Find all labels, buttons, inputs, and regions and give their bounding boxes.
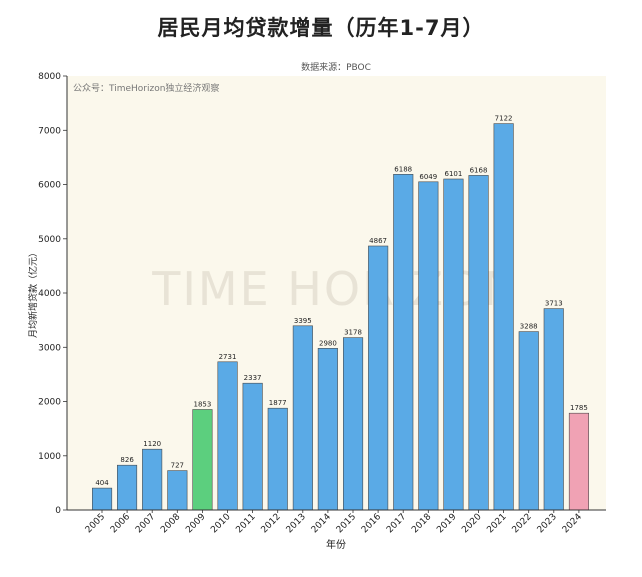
bar-2005	[92, 487, 113, 511]
bar-2024	[568, 412, 590, 511]
bar-2021	[493, 123, 514, 511]
data-label-2023: 3713	[545, 300, 563, 308]
x-tick-label-2012: 2012	[260, 512, 283, 535]
data-label-2013: 3395	[294, 317, 312, 325]
data-label-2010: 2731	[219, 353, 237, 361]
x-tick-label-2005: 2005	[84, 512, 107, 535]
bar-2014	[317, 347, 338, 511]
data-label-2017: 6188	[394, 165, 412, 173]
data-label-2016: 4867	[369, 237, 387, 245]
bars-group: 404 826 1120 727 1853 2731 2337 1877 3395 2980 317…	[92, 115, 590, 511]
x-tick-label-2017: 2017	[385, 512, 408, 535]
data-label-2020: 6168	[470, 166, 488, 174]
data-label-2012: 1877	[269, 399, 287, 407]
bar-2018	[418, 181, 439, 511]
bar-2019	[443, 178, 464, 511]
x-tick-label-2022: 2022	[511, 512, 534, 535]
chart-annotation: 公众号：TimeHorizon独立经济观察	[73, 82, 219, 94]
data-label-2019: 6101	[444, 170, 462, 178]
y-axis-label: 月均新增贷款（亿元）	[27, 248, 39, 338]
data-label-2022: 3288	[520, 323, 538, 331]
y-tick-label-4000: 4000	[38, 289, 61, 299]
chart-title: 居民月均贷款增量（历年1-7月）	[157, 16, 485, 40]
x-tick-label-2019: 2019	[435, 512, 458, 535]
data-label-2021: 7122	[495, 115, 513, 123]
bar-2012	[267, 407, 288, 511]
x-tick-label-2024: 2024	[561, 512, 584, 535]
x-tick-label-2015: 2015	[335, 512, 358, 535]
bar-2016	[368, 245, 389, 511]
x-tick-label-2006: 2006	[109, 512, 132, 535]
data-label-2014: 2980	[319, 339, 337, 347]
data-label-2006: 826	[120, 456, 134, 464]
x-axis-label: 年份	[326, 538, 346, 551]
y-tick-label-0: 0	[55, 506, 61, 516]
bar-2006	[117, 464, 138, 511]
chart-subtitle: 数据来源：PBOC	[301, 61, 371, 73]
bar-2008	[167, 470, 188, 511]
y-tick-label-2000: 2000	[38, 398, 61, 408]
data-label-2007: 1120	[143, 440, 161, 448]
x-tick-label-2011: 2011	[234, 512, 257, 535]
x-tick-label-2013: 2013	[285, 512, 308, 535]
y-tick-label-6000: 6000	[38, 181, 61, 191]
x-tick-label-2023: 2023	[536, 512, 559, 535]
x-tick-label-2020: 2020	[460, 512, 483, 535]
x-tick-label-2018: 2018	[410, 512, 433, 535]
data-label-2008: 727	[171, 462, 184, 470]
data-label-2015: 3178	[344, 329, 362, 337]
x-tick-label-2010: 2010	[209, 512, 232, 535]
bar-2022	[518, 331, 539, 511]
x-tick-label-2008: 2008	[159, 512, 182, 535]
y-tick-label-7000: 7000	[38, 126, 61, 136]
bar-2015	[342, 337, 364, 511]
bar-2010	[217, 361, 238, 511]
bar-2017	[393, 174, 414, 511]
bar-2020	[468, 175, 489, 511]
bar-2007	[142, 448, 163, 511]
y-tick-label-1000: 1000	[38, 452, 61, 462]
bar-2013	[292, 325, 313, 511]
data-label-2005: 404	[95, 479, 109, 487]
x-tick-label-2014: 2014	[310, 512, 333, 535]
data-label-2011: 2337	[244, 374, 262, 382]
x-tick-label-2016: 2016	[360, 512, 383, 535]
watermark: TIME HORIZON	[151, 262, 520, 316]
y-tick-label-5000: 5000	[38, 235, 61, 245]
x-tick-label-2007: 2007	[134, 512, 157, 535]
data-label-2024: 1785	[570, 404, 588, 412]
bar-2023	[543, 308, 564, 511]
data-label-2018: 6049	[419, 173, 437, 181]
y-tick-label-8000: 8000	[38, 72, 61, 82]
y-tick-label-3000: 3000	[38, 343, 61, 353]
bar-2009	[192, 409, 213, 511]
x-tick-label-2021: 2021	[485, 512, 508, 535]
data-label-2009: 1853	[193, 401, 211, 409]
x-tick-label-2009: 2009	[184, 512, 207, 535]
bar-2011	[242, 382, 263, 511]
